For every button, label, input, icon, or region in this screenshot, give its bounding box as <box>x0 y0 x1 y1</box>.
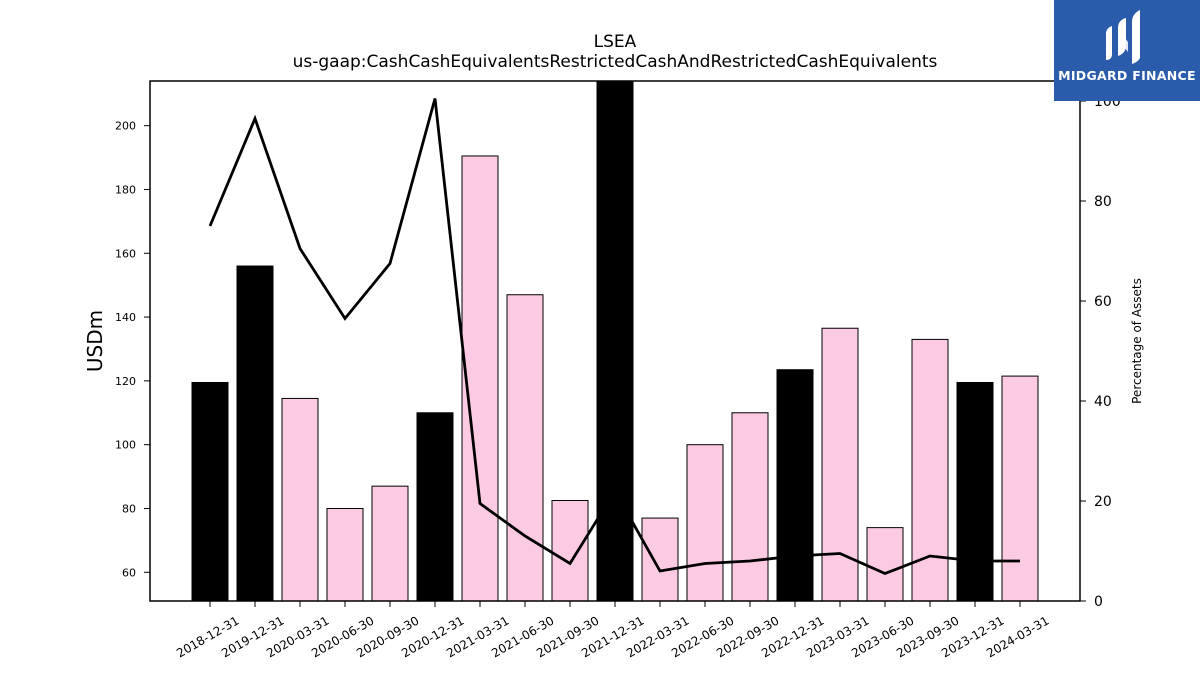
brand-logo: MIDGARD FINANCE <box>1054 0 1200 101</box>
bar-2020-09-30 <box>371 485 409 602</box>
y-tick-label-120: 120 <box>115 375 136 388</box>
y-tick-label-100: 100 <box>115 439 136 452</box>
bar-2019-12-31 <box>236 265 274 602</box>
chart-title: LSEA <box>593 32 637 52</box>
bar-2022-03-31 <box>641 517 679 602</box>
bar-2020-12-31 <box>416 412 454 602</box>
percentage-line-series <box>208 98 1020 576</box>
bar-2018-12-31 <box>191 381 229 602</box>
y2-tick-label-80: 80 <box>1094 194 1112 210</box>
bar-2023-12-31 <box>956 381 994 602</box>
bar-2023-06-30 <box>866 527 904 602</box>
bar-2022-09-30 <box>731 412 769 602</box>
bar-2024-03-31 <box>1001 375 1039 602</box>
chart-subtitle: us-gaap:CashCashEquivalentsRestrictedCas… <box>292 52 938 72</box>
bar-2022-06-30 <box>686 444 724 602</box>
y-tick-label-200: 200 <box>115 120 136 133</box>
bar-2021-12-31 <box>596 80 634 602</box>
y-axis-label: USDm <box>83 310 107 372</box>
logo-text: MIDGARD FINANCE <box>1058 68 1196 83</box>
y2-tick-label-40: 40 <box>1094 394 1112 410</box>
y2-axis-label: Percentage of Assets <box>1130 278 1144 404</box>
bar-2021-06-30 <box>506 294 544 602</box>
y-tick-label-140: 140 <box>115 311 136 324</box>
y-tick-label-60: 60 <box>122 566 136 579</box>
logo-mark-icon <box>1106 10 1140 64</box>
bar-series <box>191 80 1039 602</box>
y-tick-label-160: 160 <box>115 247 136 260</box>
y-tick-label-180: 180 <box>115 183 136 196</box>
y-tick-label-80: 80 <box>122 502 136 515</box>
bar-2021-03-31 <box>461 155 499 602</box>
y2-tick-label-20: 20 <box>1094 494 1112 510</box>
bar-2021-09-30 <box>551 500 589 602</box>
bar-2020-06-30 <box>326 507 364 602</box>
bar-2020-03-31 <box>281 397 319 602</box>
y2-tick-label-60: 60 <box>1094 294 1112 310</box>
percentage-line <box>208 98 1020 576</box>
bar-2022-12-31 <box>776 369 814 602</box>
y2-tick-label-0: 0 <box>1094 594 1103 610</box>
